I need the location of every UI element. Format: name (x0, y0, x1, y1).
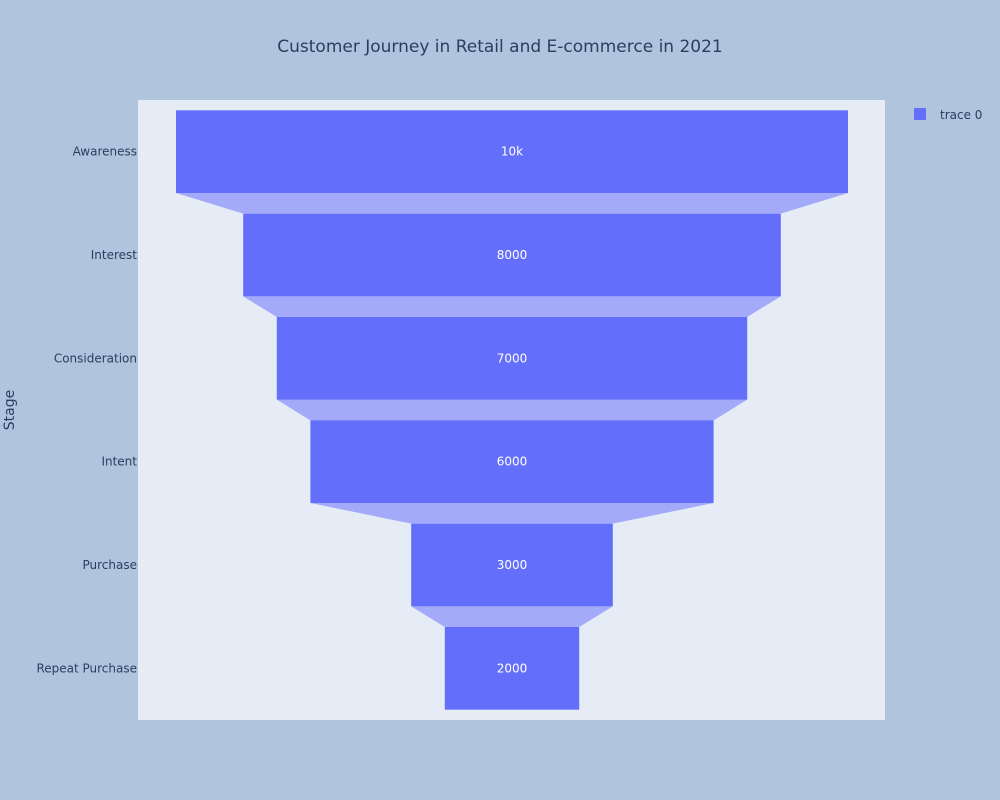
funnel-bar-consideration[interactable] (276, 317, 748, 400)
funnel-bar-interest[interactable] (243, 213, 781, 297)
chart-title: Customer Journey in Retail and E-commerc… (277, 37, 722, 57)
y-tick-label-purchase: Purchase (83, 558, 138, 572)
funnel-bar-awareness[interactable] (176, 110, 848, 193)
y-tick-label-intent: Intent (101, 455, 137, 469)
legend-entry-trace-0[interactable]: trace 0 (940, 108, 982, 122)
connector-group (176, 193, 848, 627)
y-tick-label-interest: Interest (91, 248, 138, 262)
y-tick-group: Awareness Interest Consideration Intent Purc… (36, 145, 137, 676)
funnel-bar-intent[interactable] (310, 420, 714, 503)
legend-swatch[interactable] (914, 108, 926, 120)
funnel-connector-1 (176, 193, 848, 214)
bar-value-label-interest: 8000 (497, 248, 528, 262)
bar-value-label-awareness: 10k (501, 145, 523, 159)
funnel-bar-purchase[interactable] (411, 523, 613, 607)
bar-value-label-purchase: 3000 (497, 558, 528, 572)
bar-label-group: 10k 8000 7000 6000 3000 2000 (497, 145, 528, 676)
y-tick-label-repeat-purchase: Repeat Purchase (36, 661, 137, 675)
bar-value-label-repeat-purchase: 2000 (497, 661, 528, 675)
funnel-connector-3 (276, 399, 748, 421)
funnel-connector-4 (310, 503, 714, 524)
y-tick-label-consideration: Consideration (54, 351, 137, 365)
bar-group (176, 110, 848, 710)
y-axis-title: Stage (2, 390, 18, 430)
funnel-connector-5 (411, 606, 613, 627)
bar-value-label-consideration: 7000 (497, 351, 528, 365)
y-tick-label-awareness: Awareness (73, 145, 137, 159)
legend[interactable]: trace 0 (914, 108, 982, 122)
bar-value-label-intent: 6000 (497, 455, 528, 469)
funnel-bar-repeat-purchase[interactable] (444, 627, 580, 710)
funnel-connector-2 (243, 296, 781, 317)
